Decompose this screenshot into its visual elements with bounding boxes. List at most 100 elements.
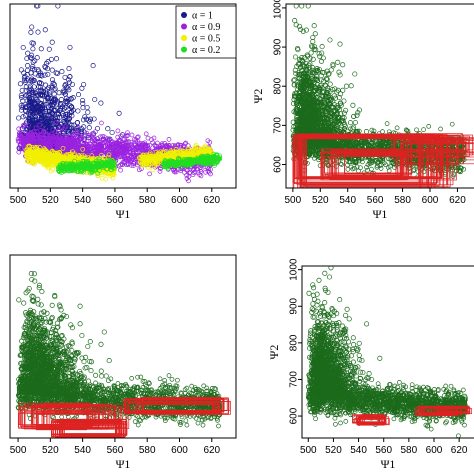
legend-label: α = 0.2 [192,45,220,56]
alpha-0.5-point [151,155,157,160]
sample-point [327,81,333,87]
alpha-0.2-point [195,157,201,163]
alpha-1-point [42,106,48,112]
sample-point [290,101,297,107]
alpha-1-point [60,89,66,96]
sample-point [343,107,349,113]
alpha-0.9-point [30,138,36,144]
alpha-0.5-point [33,150,39,155]
alpha-0.5-point [77,155,82,161]
sample-point [318,58,324,64]
alpha-0.5-point [34,149,39,154]
alpha-0.9-point [97,141,103,147]
alpha-1-point [55,100,61,106]
alpha-0.9-point [78,148,84,153]
alpha-0.5-point [106,152,112,158]
alpha-0.9-point [62,139,68,145]
alpha-0.9-point [206,166,212,172]
alpha-1-point [45,71,51,78]
alpha-1-point [74,120,80,126]
alpha-0.5-point [50,167,56,172]
alpha-1-point [32,117,38,123]
alpha-0.2-point [67,164,73,170]
alpha-0.9-point [135,138,141,144]
alpha-0.5-point [62,156,67,161]
alpha-0.9-point [125,130,130,136]
alpha-0.2-point [214,160,220,165]
alpha-0.9-point [33,132,39,138]
alpha-0.2-point [215,157,221,163]
panel-top-right: 500 520 540 560 580 600 6206007008009001000Ψ1Ψ… [251,0,474,221]
alpha-0.5-point [43,157,49,162]
alpha-1-point [81,81,87,88]
alpha-0.9-point [136,167,142,173]
alpha-1-point [52,86,58,92]
alpha-0.9-point [82,143,87,149]
alpha-0.9-point [60,140,65,145]
alpha-1-point [49,39,55,45]
alpha-0.2-point [180,158,186,164]
alpha-1-point [55,4,61,9]
alpha-1-point [38,111,44,117]
sample-point [312,44,318,50]
alpha-0.9-point [173,143,178,149]
alpha-0.2-point [209,155,215,161]
alpha-0.2-point [110,163,115,168]
x-tick-label: 520 [42,195,59,206]
alpha-0.9-point [68,139,74,145]
alpha-1-point [32,114,39,120]
alpha-0.2-point [211,151,217,157]
alpha-1-point [42,63,48,69]
alpha-0.5-point [24,158,30,164]
alpha-1-point [36,68,42,74]
x-tick-label: 580 [139,195,156,206]
alpha-0.9-point [84,142,90,147]
alpha-1-point [34,55,40,61]
alpha-0.2-point [176,162,182,167]
alpha-0.5-point [81,153,87,159]
alpha-0.9-point [38,140,43,146]
alpha-0.9-point [117,145,122,151]
alpha-0.9-point [74,145,80,151]
alpha-1-point [20,103,26,109]
alpha-0.9-point [205,168,211,174]
alpha-1-point [35,98,41,104]
alpha-1-point [16,115,22,121]
alpha-0.9-point [111,145,117,150]
x-tick-label: 620 [203,195,220,206]
alpha-0.9-point [30,136,36,142]
alpha-1-point [42,27,48,33]
alpha-0.5-point [56,150,62,156]
alpha-1-point [87,119,93,125]
alpha-1-point [69,81,75,87]
alpha-1-point [39,112,45,118]
alpha-1-point [24,104,30,110]
alpha-0.5-point [37,145,43,150]
alpha-1-point [56,111,62,117]
alpha-1-point [19,95,25,101]
alpha-0.9-point [43,137,49,143]
alpha-0.9-point [157,169,163,174]
alpha-0.5-point [47,162,53,168]
alpha-0.5-point [149,160,155,166]
alpha-1-point [83,116,89,122]
sample-point [322,82,328,88]
alpha-0.9-point [82,136,88,142]
alpha-1-point [28,29,34,35]
alpha-0.9-point [106,143,112,149]
alpha-0.2-point [185,160,191,166]
legend-label: α = 1 [192,11,213,22]
alpha-1-point [58,106,64,112]
alpha-0.9-point [184,173,190,178]
alpha-1-point [61,124,67,130]
alpha-0.9-point [53,119,59,125]
alpha-1-point [62,74,68,80]
alpha-0.9-point [63,124,69,129]
alpha-1-point [39,118,45,124]
alpha-1-point [90,63,96,69]
alpha-1-point [92,96,98,103]
sample-point [363,129,370,135]
alpha-0.9-point [115,128,121,134]
alpha-0.9-point [128,158,133,163]
legend-marker [181,46,187,53]
